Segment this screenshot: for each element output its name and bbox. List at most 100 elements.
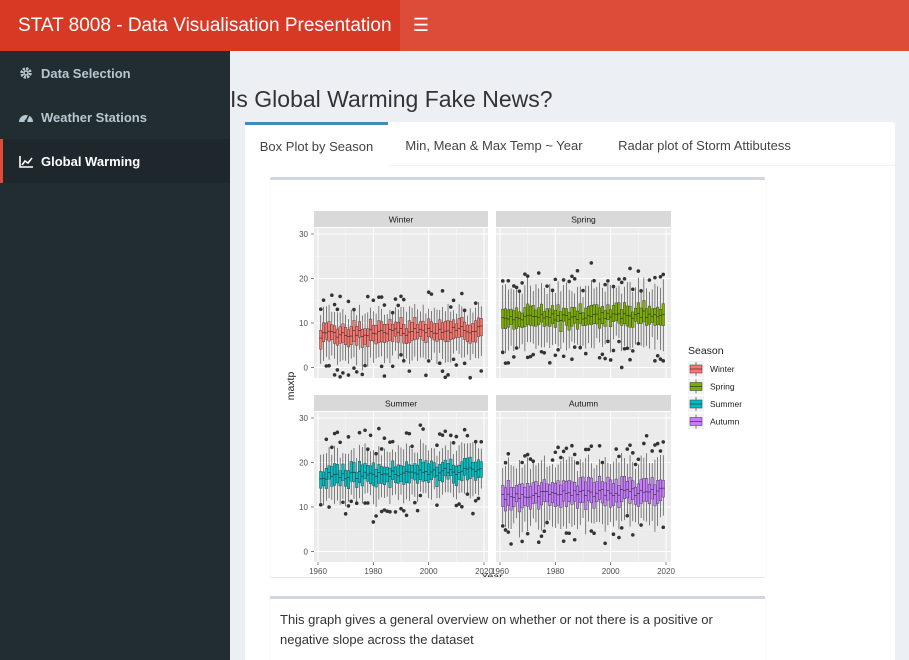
outlier-point (619, 365, 624, 370)
outlier-point (572, 276, 577, 281)
box-1968 (338, 470, 342, 487)
sidebar-item-global-warming[interactable]: Global Warming (0, 139, 230, 183)
description-box: This graph gives a general overview on w… (270, 596, 765, 660)
outlier-point (572, 537, 577, 542)
box-1970 (526, 483, 530, 507)
outlier-point (611, 348, 616, 353)
outlier-point (418, 423, 423, 427)
outlier-point (625, 346, 630, 351)
box-1999 (606, 304, 610, 320)
outlier-point (658, 357, 663, 361)
outlier-point (631, 287, 635, 292)
sidebar-item-weather-stations[interactable]: Weather Stations (0, 95, 230, 139)
box-1967 (517, 311, 521, 327)
outlier-point (517, 289, 522, 293)
outlier-point (327, 505, 331, 509)
box-1972 (531, 482, 535, 504)
outlier-point (404, 513, 409, 518)
legend-label: Summer (710, 399, 742, 409)
hamburger-icon: ☰ (412, 15, 430, 35)
box-1977 (363, 328, 367, 345)
tab-box-plot-by-season[interactable]: Box Plot by Season (245, 122, 388, 166)
box-2006 (443, 459, 447, 477)
box-1988 (575, 485, 579, 509)
outlier-point (642, 441, 646, 446)
box-1990 (581, 476, 585, 503)
outlier-point (327, 363, 331, 368)
sidebar-toggle-button[interactable]: ☰ (400, 0, 442, 51)
box-1973 (534, 309, 538, 327)
box-1997 (418, 459, 422, 480)
box-2007 (628, 477, 632, 504)
box-2000 (427, 463, 431, 483)
box-1987 (573, 482, 577, 502)
outlier-point (385, 509, 389, 514)
outlier-point (424, 373, 428, 378)
box-2000 (427, 318, 431, 337)
box-1984 (382, 466, 386, 486)
outlier-point (572, 452, 577, 457)
box-1974 (355, 326, 359, 346)
outlier-point (636, 457, 641, 462)
facet-strip-label: Autumn (569, 399, 599, 409)
box-2018 (658, 479, 662, 501)
tab-radar-plot[interactable]: Radar plot of Storm Attibutess (618, 138, 791, 153)
outlier-point (363, 363, 367, 368)
box-1986 (570, 481, 574, 505)
outlier-point (401, 508, 406, 513)
outlier-point (429, 292, 434, 296)
outlier-point (318, 307, 323, 312)
outlier-point (379, 509, 384, 514)
outlier-point (614, 447, 618, 451)
boxplot-chart: Winter 0 10 20 30 Spring Summer 0 10 20 30 1960 1980… (285, 211, 742, 583)
outlier-point (603, 356, 607, 361)
box-1963 (324, 322, 328, 340)
outlier-point (330, 445, 334, 450)
outlier-point (570, 274, 574, 279)
outlier-point (349, 499, 353, 504)
outlier-point (525, 274, 530, 278)
box-1977 (363, 462, 367, 480)
box-1978 (366, 328, 370, 348)
facet-strip-label: Spring (571, 215, 596, 225)
facet-strip-label: Summer (385, 399, 417, 409)
sidebar-item-data-selection[interactable]: Data Selection (0, 51, 230, 95)
outlier-point (553, 450, 558, 455)
outlier-point (473, 439, 478, 444)
x-tick-label: 1980 (364, 567, 382, 576)
box-1964 (509, 487, 513, 511)
legend-item-spring: Spring (688, 378, 735, 395)
page-title: Is Global Warming Fake News? (230, 86, 553, 112)
box-2010 (636, 483, 640, 507)
facet-strip-label: Winter (389, 215, 414, 225)
outlier-point (564, 531, 569, 535)
description-text: This graph gives a general overview on w… (280, 612, 713, 647)
x-tick-label: 2020 (475, 567, 493, 576)
outlier-point (561, 278, 566, 282)
facet-strip (496, 211, 671, 227)
legend-item-winter: Winter (688, 361, 735, 377)
box-2013 (645, 478, 649, 502)
box-2014 (647, 305, 651, 325)
box-1997 (600, 306, 604, 325)
outlier-point (653, 443, 657, 447)
outlier-point (462, 427, 467, 432)
box-1992 (587, 306, 591, 325)
outlier-point (512, 284, 516, 288)
box-1987 (573, 307, 577, 324)
box-2015 (650, 308, 654, 323)
box-1991 (584, 307, 588, 326)
outlier-point (468, 375, 472, 380)
outlier-point (435, 503, 439, 507)
outlier-point (446, 373, 450, 377)
outlier-point (572, 345, 577, 349)
tab-min-mean-max-temp[interactable]: Min, Mean & Max Temp ~ Year (405, 138, 583, 153)
box-1961 (319, 330, 323, 350)
outlier-point (631, 533, 635, 537)
outlier-point (451, 440, 456, 445)
app-title[interactable]: STAT 8008 - Data Visualisation Presentat… (0, 0, 400, 51)
outlier-point (625, 447, 630, 451)
box-1970 (526, 303, 530, 325)
outlier-point (413, 500, 417, 505)
outlier-point (608, 358, 613, 362)
